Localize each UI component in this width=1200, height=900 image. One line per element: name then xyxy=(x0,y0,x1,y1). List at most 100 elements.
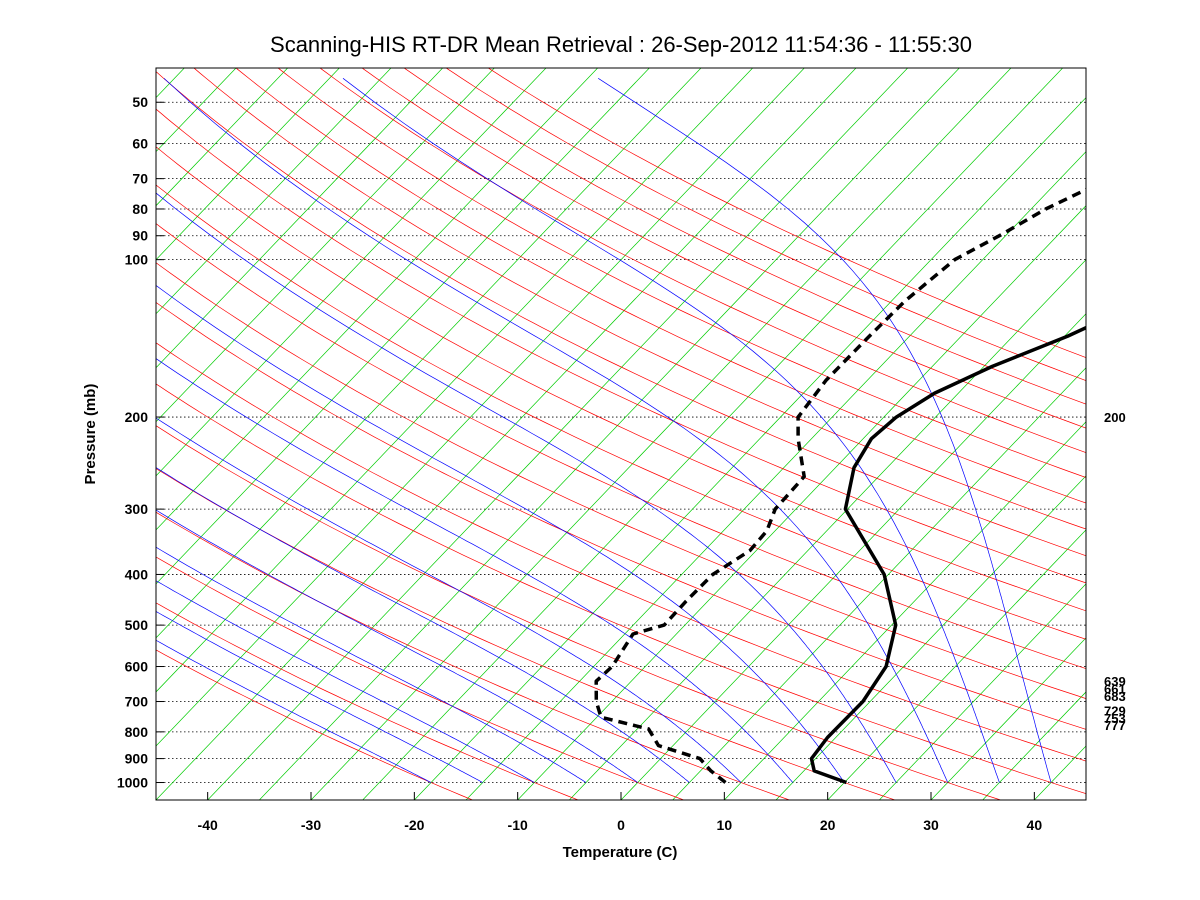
moist-adiabat xyxy=(156,192,897,783)
isotherm xyxy=(156,68,702,639)
moist-adiabat xyxy=(156,580,535,783)
dry-adiabat xyxy=(156,262,1086,699)
isotherm xyxy=(156,68,495,423)
isotherm xyxy=(362,68,1063,800)
isotherm xyxy=(465,151,1086,800)
y-tick-label: 70 xyxy=(132,171,148,187)
right-annotation-label: 777 xyxy=(1104,718,1126,733)
x-tick-label: 10 xyxy=(717,817,733,833)
moist-adiabat xyxy=(156,509,638,783)
isotherm xyxy=(930,637,1086,800)
y-tick-label: 900 xyxy=(125,751,149,767)
x-tick-label: -10 xyxy=(508,817,528,833)
isotherm xyxy=(156,68,288,207)
dry-adiabat xyxy=(193,68,1086,530)
y-tick-label: 100 xyxy=(125,252,149,268)
y-tick-label: 200 xyxy=(125,409,149,425)
moist-adiabat xyxy=(156,284,845,783)
moist-adiabat xyxy=(156,611,483,783)
isotherm xyxy=(775,475,1086,800)
x-tick-label: -30 xyxy=(301,817,321,833)
isotherm xyxy=(879,583,1086,800)
isotherm xyxy=(0,68,81,800)
x-axis-ticks: -40 -30 -20 -10 0 10 20 30 40 xyxy=(198,792,1043,833)
moist-adiabat xyxy=(598,78,1052,783)
dry-adiabat xyxy=(156,383,1086,795)
x-tick-label: 0 xyxy=(617,817,625,833)
isotherm xyxy=(156,68,237,153)
dry-adiabat xyxy=(156,71,1086,557)
dry-adiabat xyxy=(156,649,473,800)
dry-adiabat xyxy=(277,68,1086,478)
dry-adiabat xyxy=(156,108,1086,584)
isotherm xyxy=(156,68,443,369)
x-tick-label: -20 xyxy=(404,817,424,833)
y-tick-label: 60 xyxy=(132,136,148,152)
right-annotation-label: 661 xyxy=(1104,682,1126,697)
profile-lines xyxy=(594,187,1086,785)
right-annotation-label: 200 xyxy=(1104,410,1126,425)
temperature-line xyxy=(809,325,1086,785)
moist-adiabat xyxy=(156,417,742,783)
isotherm xyxy=(156,68,392,315)
dry-adiabat xyxy=(156,223,1086,669)
dry-adiabat xyxy=(156,425,1001,800)
dry-adiabat xyxy=(487,68,1086,358)
y-tick-label: 300 xyxy=(125,501,149,517)
right-annotation-label: 683 xyxy=(1104,689,1126,704)
y-tick-label: 1000 xyxy=(117,775,148,791)
dry-adiabat xyxy=(156,342,1086,762)
y-tick-label: 50 xyxy=(132,94,148,110)
right-annotation-label: 753 xyxy=(1104,711,1126,726)
moist-adiabat xyxy=(342,78,1000,783)
y-tick-label: 500 xyxy=(125,617,149,633)
x-tick-label: 30 xyxy=(923,817,939,833)
thermodynamic-background-lines xyxy=(0,68,1086,800)
moist-adiabat xyxy=(163,78,949,783)
dry-adiabat xyxy=(156,468,896,800)
chart-title: Scanning-HIS RT-DR Mean Retrieval : 26-S… xyxy=(270,32,972,57)
moist-adiabat xyxy=(156,639,432,783)
isotherm xyxy=(156,68,547,477)
isotherm xyxy=(724,421,1086,800)
y-tick-label: 700 xyxy=(125,694,149,710)
x-tick-label: 20 xyxy=(820,817,836,833)
x-tick-label: -40 xyxy=(198,817,218,833)
dry-adiabat xyxy=(156,511,790,800)
isotherm xyxy=(0,68,29,800)
dry-adiabat xyxy=(156,301,1086,730)
isotherm xyxy=(0,68,133,800)
x-tick-label: 40 xyxy=(1027,817,1043,833)
y-tick-label: 800 xyxy=(125,724,149,740)
isotherm xyxy=(156,68,857,800)
dry-adiabat xyxy=(156,602,579,800)
dry-adiabat xyxy=(319,68,1086,453)
pressure-gridlines xyxy=(156,101,1086,783)
dry-adiabat xyxy=(403,68,1086,405)
isotherm xyxy=(517,205,1086,800)
isotherm xyxy=(156,68,805,747)
isotherm xyxy=(414,97,1086,800)
y-tick-label: 600 xyxy=(125,659,149,675)
moist-adiabat xyxy=(156,358,793,783)
x-axis-label: Temperature (C) xyxy=(563,844,678,861)
isotherm xyxy=(620,313,1086,800)
isotherm xyxy=(827,529,1086,800)
moist-adiabat xyxy=(156,546,587,783)
dry-adiabat xyxy=(156,184,1086,640)
isotherm xyxy=(982,691,1086,800)
isotherm xyxy=(156,68,340,261)
isotherm xyxy=(310,68,1012,800)
right-annotation-label: 639 xyxy=(1104,674,1126,689)
isotherm xyxy=(672,367,1086,800)
isotherm xyxy=(207,68,908,800)
isotherm xyxy=(156,68,650,585)
dry-adiabat xyxy=(156,556,684,800)
dry-adiabat xyxy=(156,146,1086,612)
y-tick-label: 80 xyxy=(132,201,148,217)
y-axis-label: Pressure (mb) xyxy=(82,384,99,485)
y-tick-label: 400 xyxy=(125,566,149,582)
dry-adiabat xyxy=(361,68,1086,429)
